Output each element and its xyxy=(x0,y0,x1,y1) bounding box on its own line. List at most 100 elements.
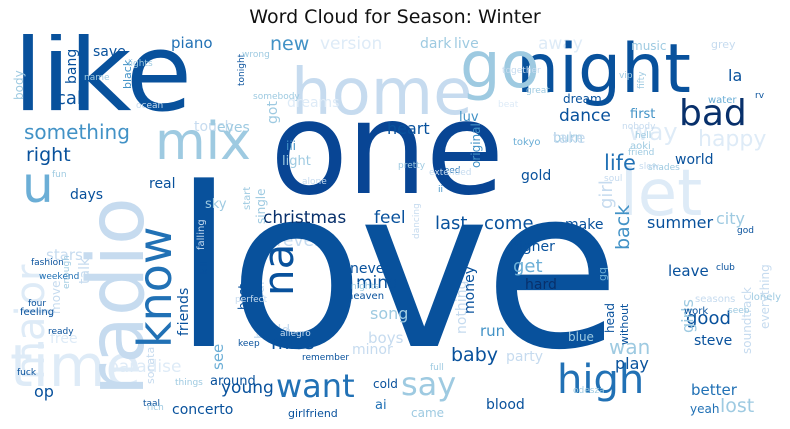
word: heaven xyxy=(347,291,385,302)
word: party xyxy=(506,349,543,365)
word: high xyxy=(557,357,645,403)
word: boys xyxy=(368,329,404,347)
word: la xyxy=(728,66,743,85)
word: seasons xyxy=(695,294,736,305)
word: dancing xyxy=(412,203,422,239)
chart-title: Word Cloud for Season: Winter xyxy=(249,6,541,28)
word: home xyxy=(291,56,473,130)
word: u xyxy=(22,156,54,214)
word: steve xyxy=(694,333,733,349)
word: city xyxy=(716,209,745,228)
word: run xyxy=(480,322,506,340)
word: bad xyxy=(679,93,747,134)
word: something xyxy=(24,120,130,144)
word: days xyxy=(70,187,104,203)
word-cloud: time major home let radio version away d… xyxy=(8,34,781,422)
word: mix xyxy=(155,112,251,172)
word: concerto xyxy=(172,402,234,418)
word: right xyxy=(26,144,71,166)
word: lost xyxy=(720,395,755,417)
word: feeling xyxy=(20,307,55,318)
word: four xyxy=(28,299,47,309)
word: seeb xyxy=(728,306,750,316)
word: baby xyxy=(451,344,499,366)
word: better xyxy=(691,381,737,399)
word: love xyxy=(173,141,620,399)
word: go xyxy=(460,34,540,103)
word: way xyxy=(629,118,678,146)
word: water xyxy=(708,95,737,106)
word: live xyxy=(454,36,479,52)
word: fashion xyxy=(31,258,64,268)
word: body xyxy=(12,70,26,100)
word: good xyxy=(686,308,731,329)
word: blue xyxy=(568,330,594,344)
word: head xyxy=(603,303,617,333)
word: op xyxy=(34,382,54,401)
word: last xyxy=(435,213,468,234)
word: young xyxy=(221,378,274,398)
word: night xyxy=(516,34,691,109)
word: christmas xyxy=(263,208,347,228)
word: heart xyxy=(387,119,430,138)
word: without xyxy=(618,303,631,345)
word: music xyxy=(631,39,667,53)
word: bang xyxy=(64,48,80,84)
word: forever xyxy=(260,231,321,251)
word: free xyxy=(50,331,78,347)
word: call xyxy=(56,88,87,109)
word: new xyxy=(270,34,310,55)
word: play xyxy=(615,354,649,373)
word: know xyxy=(128,226,182,348)
word: let xyxy=(620,157,703,231)
word: aoki xyxy=(630,141,651,152)
word: away xyxy=(538,34,583,54)
word: odesza xyxy=(573,386,605,396)
word: higher xyxy=(510,239,555,255)
word: extended xyxy=(429,168,472,178)
word: take xyxy=(553,129,586,147)
word: piano xyxy=(171,34,213,52)
word: ai xyxy=(375,398,387,413)
word: great xyxy=(526,86,550,96)
word: shades xyxy=(648,163,680,173)
word: want xyxy=(276,367,355,405)
word: blood xyxy=(486,397,525,413)
word: pretty xyxy=(398,161,426,171)
word: song xyxy=(370,304,409,323)
word: yeah xyxy=(690,402,720,416)
word: alone xyxy=(302,177,327,187)
word: single xyxy=(254,188,268,224)
word: say xyxy=(401,365,457,403)
word: one xyxy=(270,75,504,224)
word: friends xyxy=(176,287,192,336)
word: life xyxy=(604,151,636,175)
word: original xyxy=(469,123,483,168)
word: paradise xyxy=(108,357,182,377)
word: like xyxy=(13,34,192,136)
word: girlfriend xyxy=(288,407,338,420)
word: dream xyxy=(563,92,602,106)
word: weekend xyxy=(39,272,80,282)
word: falling xyxy=(196,219,207,250)
word: minor xyxy=(352,342,393,358)
word: tokyo xyxy=(513,137,541,148)
word: friend xyxy=(628,148,655,158)
word: allegro xyxy=(280,329,311,339)
word: remember xyxy=(302,353,350,363)
word: hard xyxy=(525,277,557,293)
word: grey xyxy=(711,38,736,51)
word: money xyxy=(462,266,478,314)
word: came xyxy=(411,406,445,420)
word: get xyxy=(513,256,543,277)
word: gq xyxy=(596,267,609,281)
word: ocean xyxy=(136,101,164,111)
word: vip xyxy=(619,71,633,81)
word: fuck xyxy=(17,368,37,378)
word: back xyxy=(612,204,634,250)
word: work xyxy=(684,306,709,317)
word: fifty xyxy=(637,71,647,89)
word: summer xyxy=(647,213,714,232)
word: leave xyxy=(668,262,709,280)
word: ii xyxy=(438,185,444,195)
